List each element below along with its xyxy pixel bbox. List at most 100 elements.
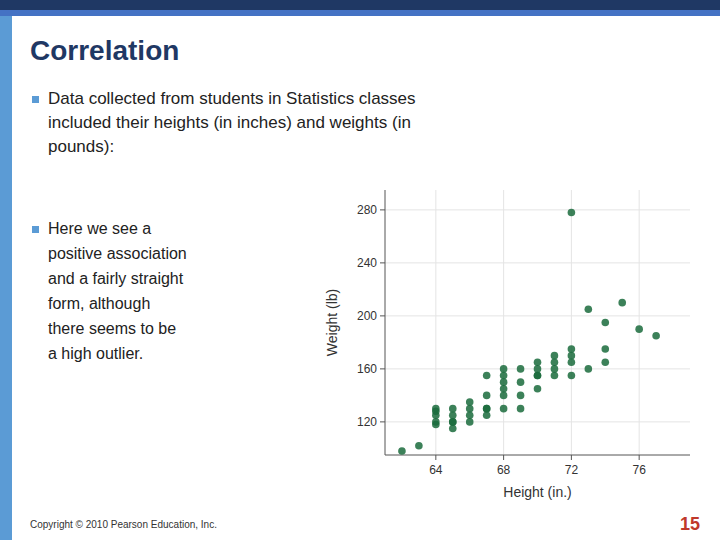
point xyxy=(517,392,525,400)
y-tick xyxy=(380,368,385,369)
plot: 64 68 72 76 120 160 200 240 280 Height (in.) Weigh… xyxy=(324,190,690,500)
point xyxy=(432,421,440,429)
point xyxy=(652,332,660,340)
grid-line xyxy=(385,421,690,422)
grid-line xyxy=(385,209,690,210)
point xyxy=(585,365,593,373)
point xyxy=(534,365,542,373)
point xyxy=(449,418,457,426)
grid-line xyxy=(503,190,504,455)
x-axis-line xyxy=(385,455,690,456)
text-line: Here we see a xyxy=(48,220,151,237)
x-tick-label: 72 xyxy=(565,463,579,477)
bullet xyxy=(32,226,39,233)
points xyxy=(398,209,660,455)
point xyxy=(500,385,508,393)
point xyxy=(534,372,542,380)
x-axis-label: Height (in.) xyxy=(503,484,571,500)
point xyxy=(534,358,542,366)
point xyxy=(635,325,643,333)
y-tick xyxy=(380,315,385,316)
point xyxy=(466,398,474,406)
point xyxy=(483,411,491,419)
y-tick-label: 240 xyxy=(357,256,377,270)
point xyxy=(551,358,559,366)
page-number: 15 xyxy=(680,514,700,534)
x-tick xyxy=(503,455,504,460)
y-tick-label: 280 xyxy=(357,203,377,217)
text-line: positive association xyxy=(48,245,187,262)
y-tick-label: 120 xyxy=(357,415,377,429)
text-line: and a fairly straight xyxy=(48,270,184,287)
point xyxy=(432,405,440,413)
point xyxy=(483,392,491,400)
point xyxy=(500,365,508,373)
point xyxy=(517,405,525,413)
point xyxy=(568,352,576,360)
point xyxy=(534,372,542,380)
text-line: Data collected from students in Statisti… xyxy=(48,89,416,108)
header-bar xyxy=(0,10,720,16)
point xyxy=(585,305,593,313)
point xyxy=(500,392,508,400)
text-line: pounds): xyxy=(48,137,114,156)
point xyxy=(483,405,491,413)
y-axis-line xyxy=(385,190,386,455)
point xyxy=(517,365,525,373)
y-tick xyxy=(380,421,385,422)
copyright: Copyright © 2010 Pearson Education, Inc. xyxy=(30,519,217,530)
y-tick-label: 200 xyxy=(357,309,377,323)
point xyxy=(551,365,559,373)
point xyxy=(415,442,423,450)
text-line: there seems to be xyxy=(48,320,176,337)
point xyxy=(398,447,406,455)
point xyxy=(483,405,491,413)
point xyxy=(449,418,457,426)
point xyxy=(568,209,576,217)
point xyxy=(551,372,559,380)
grid-line xyxy=(385,262,690,263)
point xyxy=(449,411,457,419)
y-tick xyxy=(380,262,385,263)
y-axis-label: Weight (lb) xyxy=(324,289,340,356)
point xyxy=(466,405,474,413)
point xyxy=(568,358,576,366)
point xyxy=(551,352,559,360)
point xyxy=(449,405,457,413)
point xyxy=(534,385,542,393)
point xyxy=(568,372,576,380)
header-bar xyxy=(0,0,720,10)
x-tick-label: 64 xyxy=(429,463,443,477)
point xyxy=(483,372,491,380)
point xyxy=(466,411,474,419)
grid-line xyxy=(639,190,640,455)
x-tick xyxy=(571,455,572,460)
point xyxy=(500,405,508,413)
bullet-text: Data collected from students in Statisti… xyxy=(48,89,416,156)
grid-line xyxy=(571,190,572,455)
x-tick xyxy=(435,455,436,460)
x-tick-label: 68 xyxy=(497,463,511,477)
point xyxy=(601,319,609,327)
bullet xyxy=(32,96,39,103)
point xyxy=(449,425,457,433)
point xyxy=(568,345,576,353)
text-line: a high outlier. xyxy=(48,345,143,362)
title: Correlation xyxy=(30,35,179,66)
point xyxy=(618,299,626,307)
bullet-text: Here we see a positive association and a f… xyxy=(48,220,187,362)
point xyxy=(500,372,508,380)
text-line: included their heights (in inches) and w… xyxy=(48,113,411,132)
slide: Correlation Data collected from students … xyxy=(0,0,720,540)
y-tick-label: 160 xyxy=(357,362,377,376)
point xyxy=(500,378,508,386)
point xyxy=(466,418,474,426)
point xyxy=(517,378,525,386)
y-tick xyxy=(380,209,385,210)
point xyxy=(601,358,609,366)
x-tick xyxy=(639,455,640,460)
text-line: form, although xyxy=(48,295,150,312)
side-bar xyxy=(0,16,12,540)
x-tick-label: 76 xyxy=(632,463,646,477)
grid-line xyxy=(385,315,690,316)
